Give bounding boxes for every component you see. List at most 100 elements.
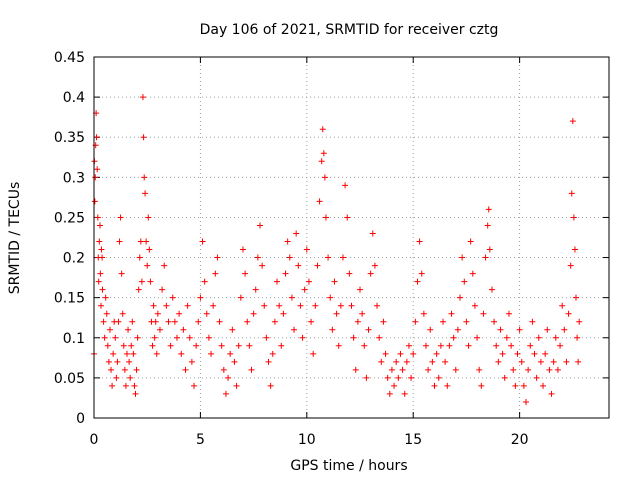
- data-point: [565, 310, 572, 317]
- x-axis-label: GPS time / hours: [290, 458, 407, 474]
- data-point: [540, 382, 547, 389]
- data-point: [344, 214, 351, 221]
- data-point: [576, 318, 583, 325]
- data-point: [274, 278, 281, 285]
- data-point: [508, 342, 515, 349]
- data-point: [134, 334, 141, 341]
- data-point: [450, 334, 457, 341]
- data-point: [95, 278, 102, 285]
- data-point: [299, 334, 306, 341]
- data-point: [208, 350, 215, 357]
- data-point: [284, 238, 291, 245]
- data-point: [142, 190, 149, 197]
- x-tick-label: 10: [298, 432, 316, 448]
- data-point: [136, 254, 143, 261]
- data-point: [433, 350, 440, 357]
- data-point: [113, 374, 120, 381]
- data-point: [138, 278, 145, 285]
- data-point: [178, 350, 185, 357]
- data-point: [233, 382, 240, 389]
- data-point: [125, 326, 132, 333]
- data-point: [109, 382, 116, 389]
- data-point: [474, 334, 481, 341]
- data-point: [363, 374, 370, 381]
- data-point: [548, 390, 555, 397]
- data-point: [486, 246, 493, 253]
- data-point: [149, 342, 156, 349]
- x-tick-label: 15: [404, 432, 422, 448]
- y-tick-label: 0.1: [63, 331, 85, 347]
- data-point: [110, 350, 117, 357]
- data-point: [448, 310, 455, 317]
- data-point: [231, 358, 238, 365]
- data-point: [293, 230, 300, 237]
- data-point: [116, 238, 123, 245]
- data-point: [248, 366, 255, 373]
- data-point: [220, 366, 227, 373]
- data-point: [422, 342, 429, 349]
- data-point: [105, 358, 112, 365]
- data-point: [131, 382, 138, 389]
- data-point: [165, 318, 172, 325]
- data-point: [493, 342, 500, 349]
- data-point: [437, 342, 444, 349]
- data-point: [151, 334, 158, 341]
- data-point: [418, 270, 425, 277]
- data-point: [199, 238, 206, 245]
- y-tick-label: 0.2: [63, 251, 85, 267]
- data-point: [529, 318, 536, 325]
- axis-ticks: 0 0.05 0.1 0.15 0.2 0.25 0.3 0.35 0.4 0.45 0 5 10 15 2…: [54, 50, 609, 448]
- data-point: [104, 342, 111, 349]
- data-point: [98, 302, 105, 309]
- y-tick-label: 0.15: [54, 291, 85, 307]
- data-point: [416, 238, 423, 245]
- data-point: [516, 326, 523, 333]
- data-point: [557, 342, 564, 349]
- data-point: [100, 318, 107, 325]
- data-point: [98, 246, 105, 253]
- grid-lines: [94, 57, 609, 418]
- data-point: [459, 254, 466, 261]
- y-tick-label: 0.3: [63, 170, 85, 186]
- data-point: [288, 294, 295, 301]
- data-point: [388, 366, 395, 373]
- data-point: [316, 198, 323, 205]
- data-point: [469, 270, 476, 277]
- data-point: [280, 310, 287, 317]
- data-point: [205, 334, 212, 341]
- chart-title: Day 106 of 2021, SRMTID for receiver czt…: [200, 22, 499, 38]
- data-point: [391, 382, 398, 389]
- data-point: [485, 206, 492, 213]
- data-point: [501, 374, 508, 381]
- y-tick-label: 0.35: [54, 130, 85, 146]
- data-point: [488, 286, 495, 293]
- data-point: [348, 302, 355, 309]
- data-point: [357, 286, 364, 293]
- data-point: [106, 326, 113, 333]
- data-point: [491, 318, 498, 325]
- data-point: [94, 166, 101, 173]
- data-point: [327, 294, 334, 301]
- data-point: [227, 350, 234, 357]
- data-point: [133, 366, 140, 373]
- data-point: [154, 310, 161, 317]
- data-point: [212, 270, 219, 277]
- data-point: [188, 358, 195, 365]
- data-point: [542, 350, 549, 357]
- data-point: [367, 270, 374, 277]
- data-point: [308, 318, 315, 325]
- data-point: [527, 342, 534, 349]
- data-point: [567, 262, 574, 269]
- data-point: [303, 246, 310, 253]
- data-point: [195, 318, 202, 325]
- data-point: [252, 286, 259, 293]
- data-point: [103, 310, 110, 317]
- data-point: [361, 342, 368, 349]
- data-point: [163, 302, 170, 309]
- data-point: [114, 358, 121, 365]
- data-point: [535, 334, 542, 341]
- data-point: [480, 310, 487, 317]
- data-point: [99, 254, 106, 261]
- data-point: [271, 318, 278, 325]
- data-point: [301, 286, 308, 293]
